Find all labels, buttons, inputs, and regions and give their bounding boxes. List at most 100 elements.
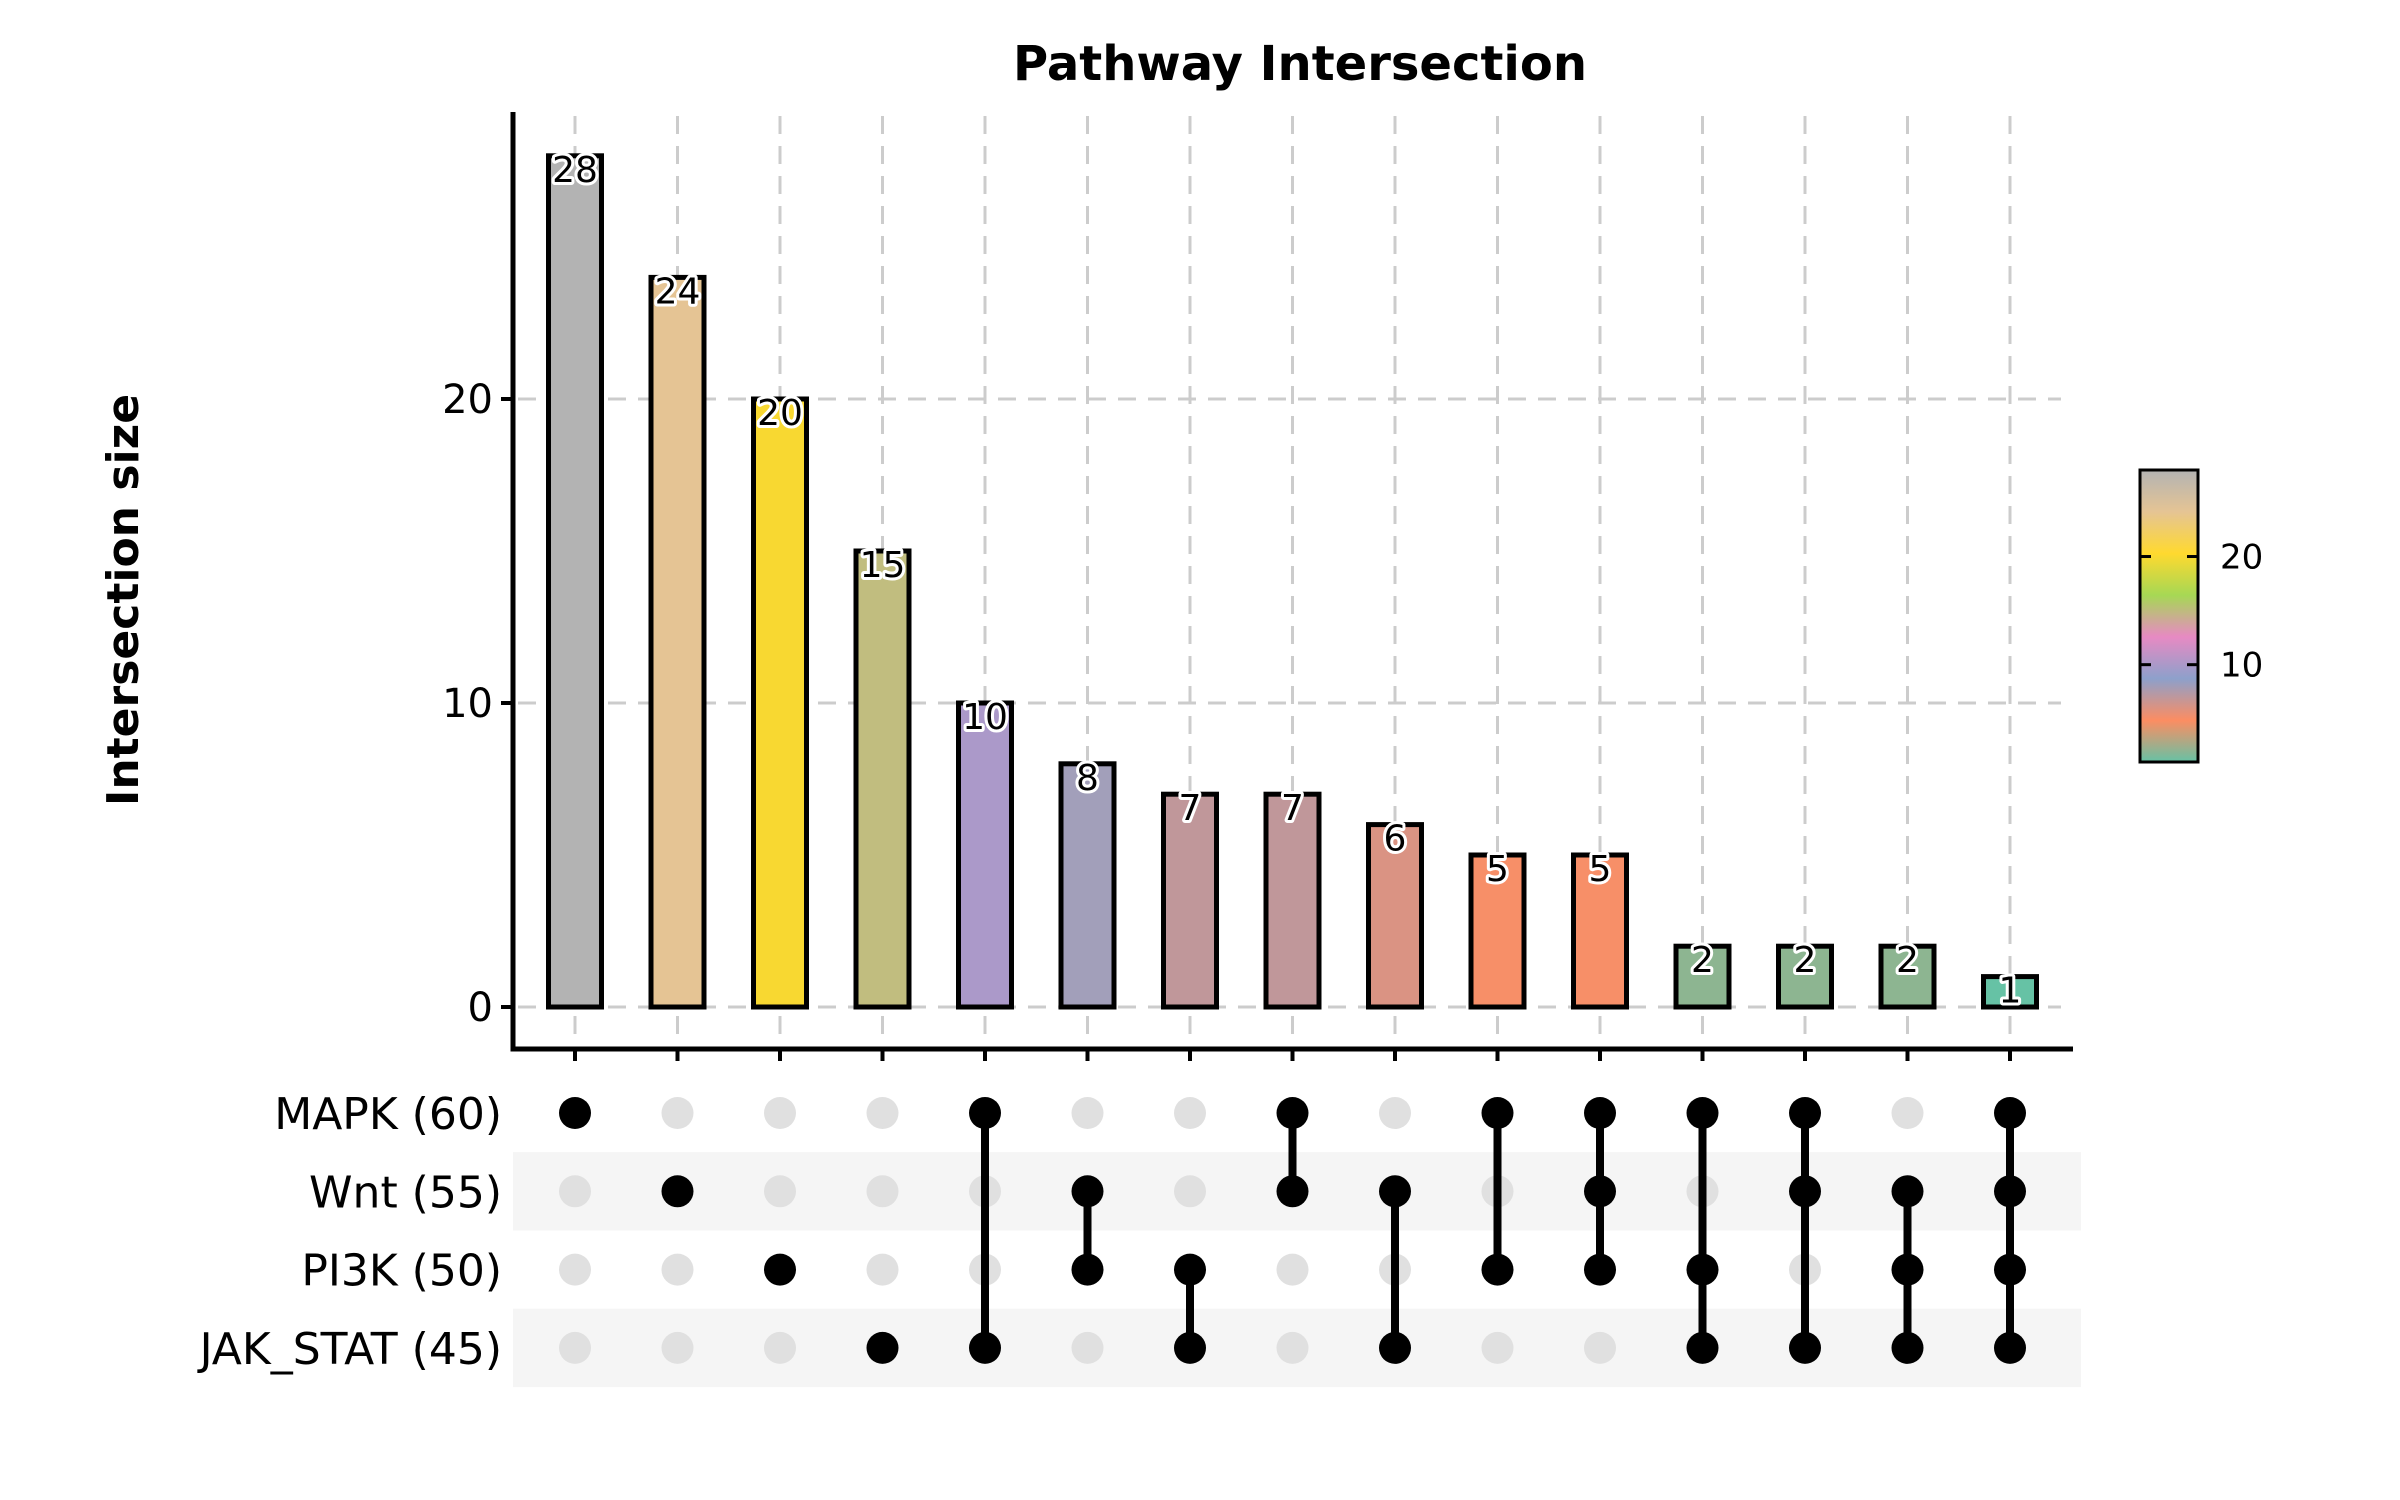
intersection-matrix	[559, 1097, 2026, 1364]
set-label-jak_stat: JAK_STAT (45)	[197, 1324, 502, 1375]
matrix-dot-active	[1686, 1331, 1719, 1364]
matrix-dot-active	[1379, 1175, 1411, 1208]
bar-value-label: 20	[757, 393, 803, 434]
matrix-dot-active	[969, 1331, 1001, 1364]
bar	[1468, 852, 1527, 1010]
bar	[1673, 943, 1732, 1010]
bar-value-label: 28	[552, 150, 598, 191]
bar	[546, 153, 604, 1010]
matrix-dot-inactive	[559, 1331, 591, 1364]
matrix-dot-active	[1276, 1175, 1309, 1208]
matrix-dot-active	[1481, 1253, 1514, 1286]
matrix-dot-active	[1584, 1097, 1616, 1129]
y-tick-labels: 0 10 20	[442, 377, 493, 1031]
matrix-dot-active	[1686, 1097, 1719, 1129]
bar-value-label: 1	[1999, 971, 2022, 1012]
bar-value-label: 2	[1794, 940, 1817, 981]
matrix-dot-active	[661, 1175, 694, 1208]
chart-title: Pathway Intersection	[1013, 36, 1587, 92]
matrix-dot-inactive	[1276, 1331, 1309, 1364]
bar	[853, 548, 912, 1010]
matrix-dot-active	[1174, 1331, 1206, 1364]
bars	[546, 153, 2039, 1010]
matrix-dot-inactive	[866, 1175, 899, 1208]
set-label-mapk: MAPK (60)	[274, 1089, 502, 1140]
bar	[648, 274, 707, 1010]
bar-value-label: 7	[1281, 788, 1304, 829]
bar-value-label: 2	[1896, 940, 1919, 981]
matrix-dot-active	[1789, 1175, 1821, 1208]
bar-value-label: 2	[1691, 940, 1714, 981]
bar	[1776, 943, 1834, 1010]
matrix-dot-active	[1994, 1175, 2026, 1208]
matrix-dot-active	[1891, 1331, 1924, 1364]
set-label-wnt: Wnt (55)	[309, 1167, 502, 1218]
y-tick-label: 10	[442, 681, 493, 727]
matrix-dot-active	[1891, 1175, 1924, 1208]
matrix-dot-active	[1789, 1331, 1821, 1364]
matrix-dot-active	[1994, 1253, 2026, 1286]
matrix-dot-inactive	[559, 1175, 591, 1208]
matrix-dot-active	[1276, 1097, 1309, 1129]
bar-value-label: 6	[1384, 819, 1407, 860]
bar-value-label: 5	[1589, 849, 1612, 890]
colorbar-gradient	[2138, 468, 2200, 764]
bar-value-label: 10	[962, 697, 1008, 738]
matrix-dot-inactive	[764, 1097, 796, 1129]
bar	[1571, 852, 1629, 1010]
matrix-dot-inactive	[559, 1253, 591, 1286]
matrix-dot-active	[1174, 1253, 1206, 1286]
bar-value-label: 5	[1486, 849, 1509, 890]
colorbar-tick-label: 20	[2220, 538, 2263, 578]
bar	[751, 396, 809, 1010]
bar	[1981, 974, 2039, 1010]
matrix-dot-active	[1584, 1253, 1616, 1286]
matrix-dot-inactive	[1071, 1097, 1104, 1129]
matrix-dot-active	[764, 1253, 796, 1286]
matrix-dot-inactive	[1071, 1331, 1104, 1364]
matrix-dot-active	[1379, 1331, 1411, 1364]
set-label-pi3k: PI3K (50)	[301, 1246, 502, 1297]
bar	[1263, 791, 1322, 1010]
matrix-dot-inactive	[1174, 1097, 1206, 1129]
y-axis-label: Intersection size	[98, 394, 149, 806]
matrix-dot-inactive	[1379, 1097, 1411, 1129]
matrix-dot-active	[866, 1331, 899, 1364]
bar-value-label: 8	[1076, 758, 1099, 799]
matrix-dot-active	[1481, 1097, 1514, 1129]
matrix-dot-active	[1994, 1331, 2026, 1364]
matrix-dot-inactive	[1174, 1175, 1206, 1208]
y-tick-label: 20	[442, 377, 493, 423]
matrix-dot-active	[1891, 1253, 1924, 1286]
matrix-dot-active	[1584, 1175, 1616, 1208]
matrix-dot-inactive	[866, 1097, 899, 1129]
bar-value-label: 15	[860, 545, 906, 586]
bar-value-label: 7	[1179, 788, 1202, 829]
bar	[1161, 791, 1219, 1010]
set-labels: MAPK (60) Wnt (55) PI3K (50) JAK_STAT (45)	[197, 1089, 502, 1375]
matrix-dot-active	[1686, 1253, 1719, 1286]
matrix-dot-inactive	[764, 1175, 796, 1208]
matrix-dot-inactive	[866, 1253, 899, 1286]
matrix-dot-inactive	[1276, 1253, 1309, 1286]
bar	[1058, 761, 1117, 1010]
matrix-dot-inactive	[661, 1097, 694, 1129]
matrix-dot-active	[1789, 1097, 1821, 1129]
matrix-dot-active	[969, 1097, 1001, 1129]
axes	[501, 112, 2073, 1061]
matrix-dot-inactive	[1891, 1097, 1924, 1129]
matrix-dot-active	[559, 1097, 591, 1129]
matrix-dot-inactive	[764, 1331, 796, 1364]
matrix-dot-active	[1071, 1175, 1104, 1208]
matrix-dot-inactive	[1481, 1331, 1514, 1364]
bar	[1366, 822, 1424, 1010]
bar	[1878, 943, 1937, 1010]
matrix-dot-active	[1994, 1097, 2026, 1129]
bar-labels: 28 24 20 15 10 8 7 7 6 5 5 2 2 2 1	[549, 147, 2024, 1015]
colorbar-tick-label: 10	[2220, 646, 2263, 686]
bar-value-label: 24	[655, 271, 701, 312]
bar	[956, 700, 1014, 1010]
y-tick-label: 0	[468, 985, 493, 1031]
matrix-dot-inactive	[661, 1253, 694, 1286]
